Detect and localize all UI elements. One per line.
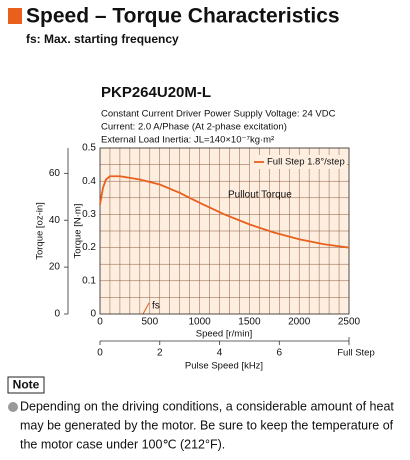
y2-tick-label: 40 (49, 215, 61, 226)
fs-pointer (142, 302, 150, 315)
note-line: Depending on the driving conditions, a c… (20, 399, 394, 413)
y-tick-label: 0 (90, 309, 96, 320)
y-tick-label: 0.4 (82, 176, 96, 187)
line-series (99, 175, 350, 249)
note-box (7, 376, 45, 394)
y2-tick-label: 60 (49, 168, 61, 179)
y-tick-label: 0.2 (82, 242, 96, 253)
info-line: Constant Current Driver Power Supply Vol… (101, 109, 336, 120)
x2-label: Pulse Speed [kHz] (185, 361, 263, 372)
x-tick-label: 1500 (238, 317, 261, 328)
x-tick-label: 1000 (188, 317, 211, 328)
subtitle: fs: Max. starting frequency (26, 32, 179, 46)
y-tick-label: 0.1 (82, 275, 96, 286)
annotation: fs (152, 301, 160, 312)
x2-tick-label: 6 (277, 348, 283, 359)
x-tick-label: 0 (97, 317, 103, 328)
x-tick-label: 2500 (338, 317, 361, 328)
y-tick-label: 0.5 (82, 143, 96, 154)
title: Speed – Torque Characteristics (26, 5, 340, 28)
x-tick-label: 2000 (288, 317, 311, 328)
y-label: Torque [N·m] (73, 204, 84, 259)
x2-tick-label: 2 (157, 348, 163, 359)
x-label: Speed [r/min] (196, 329, 253, 340)
note-line: may be generated by the motor. Be sure t… (20, 418, 394, 432)
info-line: External Load Inertia: JL=140×10⁻⁷kg·m² (101, 135, 274, 146)
title-marker (8, 8, 22, 24)
model: PKP264U20M-L (101, 84, 211, 101)
y2-tick-label: 0 (54, 309, 60, 320)
note-line: the motor case under 100℃ (212°F). (20, 437, 225, 451)
note-label: Note (13, 378, 40, 392)
annotation: Pullout Torque (228, 190, 292, 201)
info-line: Current: 2.0 A/Phase (At 2-phase excitat… (101, 122, 287, 133)
bullet (8, 402, 18, 412)
y2-label: Torque [oz-in] (35, 202, 46, 260)
legend-label: Full Step 1.8°/step (267, 157, 345, 168)
x2-tick-label: 4 (217, 348, 223, 359)
x2-tick-label: 0 (97, 348, 103, 359)
legend-box (250, 155, 347, 169)
y2-tick-label: 20 (49, 262, 61, 273)
x-tick-label: 500 (141, 317, 158, 328)
x2-end-label: Full Step (337, 348, 375, 359)
plot-frame (99, 147, 350, 315)
y-tick-label: 0.3 (82, 209, 96, 220)
